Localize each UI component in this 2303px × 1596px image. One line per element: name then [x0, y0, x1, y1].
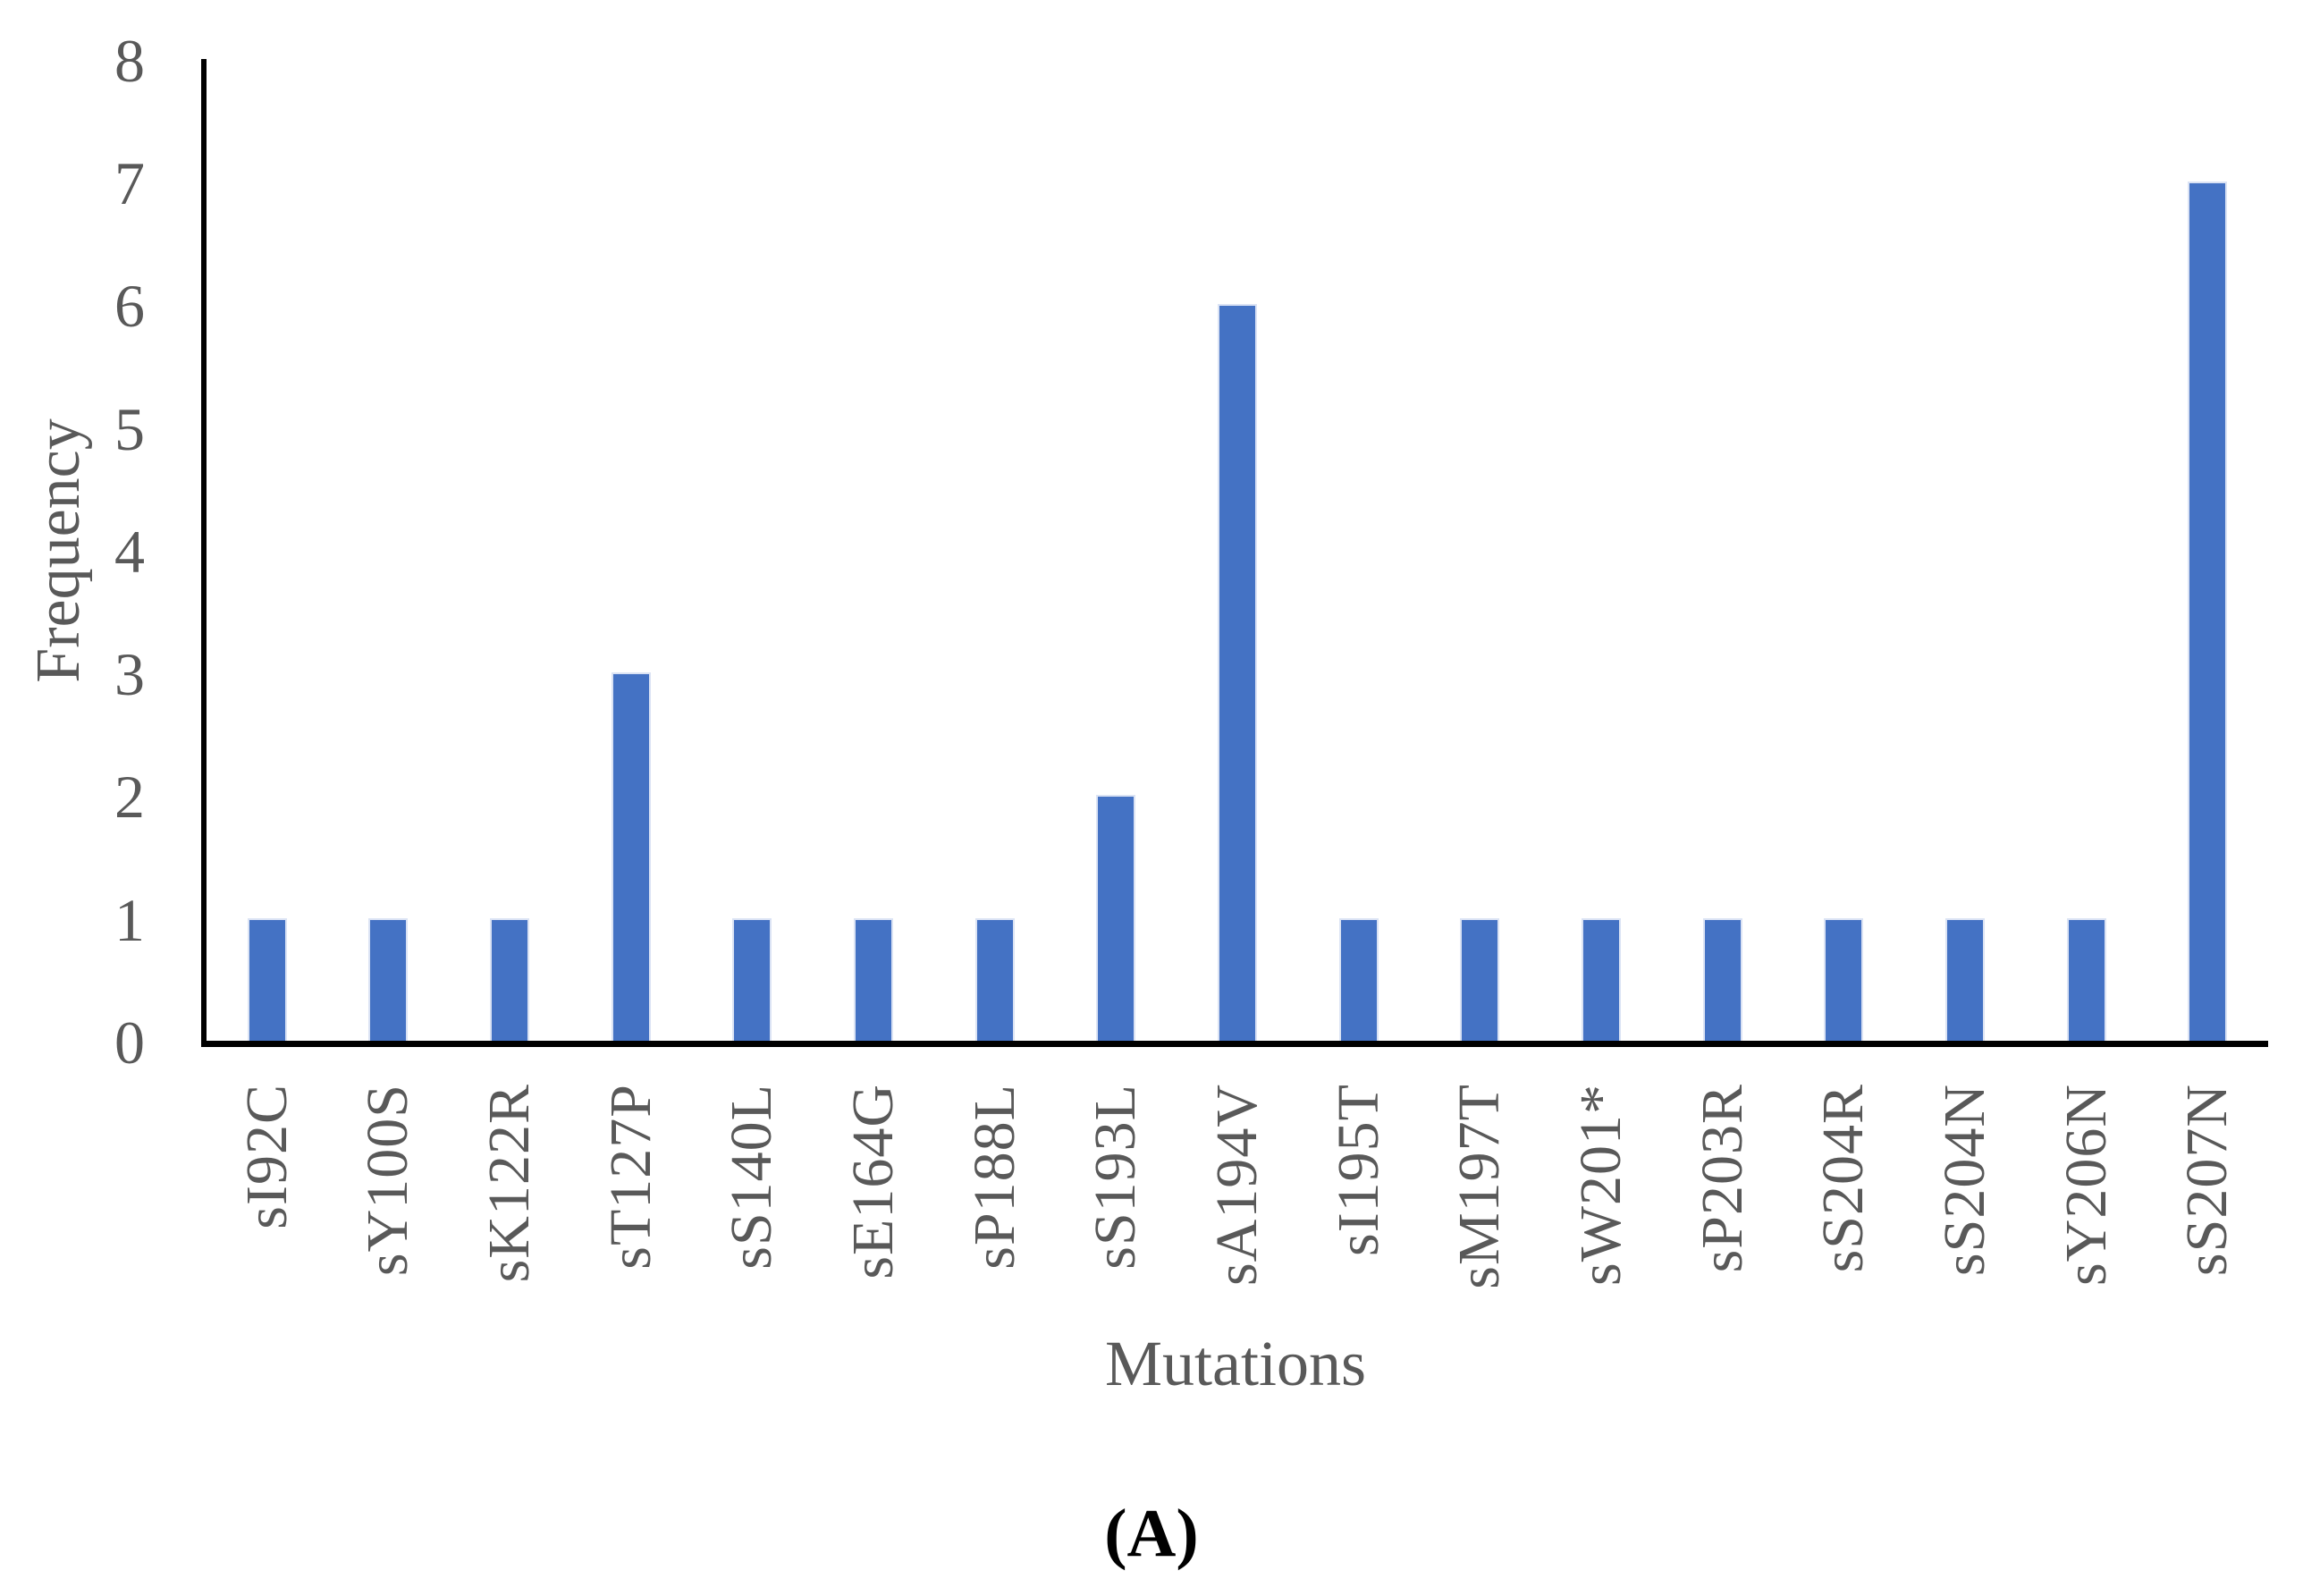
y-tick-5: 5: [114, 394, 145, 463]
bar-sY206N: [2066, 917, 2106, 1041]
bar-sS140L: [732, 917, 772, 1041]
bar-sS204N: [1944, 917, 1985, 1041]
x-tick-sY100S: sY100S: [355, 1084, 421, 1277]
bar-sI92C: [247, 917, 287, 1041]
x-tick-sI92C: sI92C: [233, 1084, 299, 1229]
x-tick-sS140L: sS140L: [719, 1084, 785, 1270]
x-tick-sM197T: sM197T: [1447, 1084, 1513, 1289]
x-tick-sS193L: sS193L: [1083, 1084, 1149, 1270]
y-tick-2: 2: [114, 763, 145, 832]
x-axis-title: Mutations: [1104, 1328, 1367, 1399]
bar-sS193L: [1096, 795, 1136, 1041]
bar-sY100S: [368, 917, 409, 1041]
x-tick-sT127P: sT127P: [597, 1084, 663, 1270]
y-axis-line: [201, 59, 207, 1047]
bar-sT127P: [611, 672, 651, 1041]
y-tick-8: 8: [114, 26, 145, 95]
bar-sP188L: [974, 917, 1015, 1041]
y-axis-title: Frequency: [24, 418, 93, 683]
bar-sP203R: [1702, 917, 1742, 1041]
bar-sE164G: [854, 917, 894, 1041]
y-tick-4: 4: [114, 517, 145, 586]
x-tick-sE164G: sE164G: [840, 1084, 907, 1279]
x-tick-sW201*: sW201*: [1567, 1084, 1633, 1286]
x-tick-sS204R: sS204R: [1810, 1084, 1877, 1273]
bar-sI195T: [1338, 917, 1379, 1041]
bar-sA194V: [1218, 304, 1257, 1041]
y-tick-3: 3: [114, 640, 145, 709]
bar-sS204R: [1824, 917, 1864, 1041]
y-tick-7: 7: [114, 148, 145, 217]
x-tick-sY206N: sY206N: [2053, 1084, 2119, 1287]
x-tick-sS204N: sS204N: [1931, 1084, 1997, 1277]
x-tick-sI195T: sI195T: [1325, 1084, 1391, 1256]
x-tick-sP188L: sP188L: [961, 1084, 1027, 1270]
x-tick-sK122R: sK122R: [477, 1084, 543, 1283]
y-tick-6: 6: [114, 272, 145, 341]
y-tick-1: 1: [114, 885, 145, 954]
x-tick-sP203R: sP203R: [1689, 1084, 1755, 1273]
x-tick-sA194V: sA194V: [1204, 1084, 1270, 1287]
x-axis-line: [201, 1041, 2268, 1047]
bar-sK122R: [490, 917, 530, 1041]
bar-sW201*: [1581, 917, 1621, 1041]
bar-sM197T: [1460, 917, 1500, 1041]
y-tick-0: 0: [114, 1009, 145, 1077]
bar-sS207N: [2188, 181, 2228, 1041]
x-tick-sS207N: sS207N: [2174, 1084, 2240, 1277]
figure-caption: (A): [1104, 1496, 1199, 1571]
